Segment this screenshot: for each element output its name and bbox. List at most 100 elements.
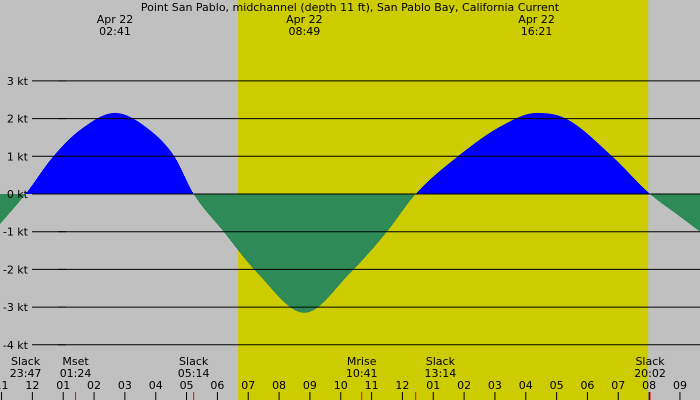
flood-slice bbox=[27, 191, 28, 194]
ebb-slice bbox=[405, 194, 406, 207]
flood-slice bbox=[556, 115, 557, 194]
flood-slice bbox=[620, 164, 621, 194]
ebb-slice bbox=[360, 194, 361, 263]
ebb-slice bbox=[298, 194, 299, 312]
ebb-slice bbox=[666, 194, 667, 207]
ebb-slice bbox=[655, 194, 656, 199]
flood-slice bbox=[443, 167, 444, 194]
ebb-slice bbox=[214, 194, 215, 222]
flood-slice bbox=[148, 129, 149, 194]
flood-slice bbox=[99, 117, 100, 194]
flood-slice bbox=[603, 148, 604, 194]
flood-slice bbox=[547, 113, 548, 194]
annotation-slack1-line1: 23:47 bbox=[10, 367, 42, 380]
flood-slice bbox=[155, 134, 156, 194]
flood-slice bbox=[531, 113, 532, 194]
flood-slice bbox=[495, 129, 496, 194]
ebb-slice bbox=[336, 194, 337, 289]
ebb-slice bbox=[252, 194, 253, 268]
flood-slice bbox=[427, 181, 428, 194]
flood-slice bbox=[172, 153, 173, 194]
ebb-slice bbox=[227, 194, 228, 237]
flood-slice bbox=[505, 123, 506, 194]
flood-slice bbox=[140, 123, 141, 194]
ebb-slice bbox=[321, 194, 322, 305]
ebb-slice bbox=[10, 194, 11, 213]
ebb-slice bbox=[216, 194, 217, 224]
flood-slice bbox=[107, 114, 108, 194]
ebb-slice bbox=[358, 194, 359, 265]
chart-title: Point San Pablo, midchannel (depth 11 ft… bbox=[141, 1, 560, 14]
flood-slice bbox=[467, 148, 468, 194]
ebb-slice bbox=[351, 194, 352, 272]
ebb-slice bbox=[20, 194, 21, 201]
flood-slice bbox=[122, 113, 123, 194]
annotation-slack2-line1: 05:14 bbox=[178, 367, 210, 380]
flood-slice bbox=[44, 167, 45, 194]
flood-slice bbox=[474, 143, 475, 194]
flood-slice bbox=[425, 183, 426, 194]
ebb-slice bbox=[278, 194, 279, 297]
ebb-slice bbox=[380, 194, 381, 240]
flood-slice bbox=[487, 134, 488, 194]
flood-slice bbox=[589, 135, 590, 194]
ebb-slice bbox=[339, 194, 340, 285]
ebb-slice bbox=[225, 194, 226, 235]
ebb-slice bbox=[675, 194, 676, 214]
ebb-slice bbox=[312, 194, 313, 311]
ebb-slice bbox=[226, 194, 227, 236]
x-tick-label: 01 bbox=[56, 379, 70, 392]
ebb-slice bbox=[209, 194, 210, 216]
ebb-slice bbox=[16, 194, 17, 206]
flood-slice bbox=[590, 136, 591, 194]
ebb-slice bbox=[659, 194, 660, 202]
flood-slice bbox=[616, 160, 617, 194]
flood-slice bbox=[540, 112, 541, 194]
flood-slice bbox=[574, 123, 575, 194]
ebb-slice bbox=[232, 194, 233, 244]
flood-slice bbox=[447, 164, 448, 194]
flood-slice bbox=[448, 163, 449, 194]
ebb-slice bbox=[656, 194, 657, 200]
x-tick-label: 02 bbox=[457, 379, 471, 392]
flood-slice bbox=[85, 126, 86, 194]
x-tick-label: 06 bbox=[210, 379, 224, 392]
flood-slice bbox=[154, 133, 155, 194]
flood-slice bbox=[624, 168, 625, 194]
ebb-slice bbox=[325, 194, 326, 301]
flood-slice bbox=[50, 159, 51, 194]
flood-slice bbox=[189, 186, 190, 194]
flood-slice bbox=[507, 122, 508, 194]
flood-slice bbox=[436, 173, 437, 194]
ebb-slice bbox=[362, 194, 363, 261]
flood-slice bbox=[59, 149, 60, 194]
x-tick-label: 04 bbox=[519, 379, 533, 392]
x-tick-label: 05 bbox=[180, 379, 194, 392]
flood-slice bbox=[600, 145, 601, 194]
ebb-slice bbox=[316, 194, 317, 309]
flood-slice bbox=[171, 152, 172, 194]
flood-slice bbox=[137, 121, 138, 194]
flood-slice bbox=[177, 161, 178, 194]
flood-slice bbox=[575, 124, 576, 194]
ebb-slice bbox=[251, 194, 252, 267]
x-tick-label: 07 bbox=[241, 379, 255, 392]
flood-slice bbox=[145, 126, 146, 194]
ebb-slice bbox=[674, 194, 675, 213]
flood-slice bbox=[149, 129, 150, 194]
ebb-slice bbox=[212, 194, 213, 219]
ebb-slice bbox=[22, 194, 23, 198]
flood-slice bbox=[92, 121, 93, 194]
flood-slice bbox=[60, 148, 61, 194]
flood-slice bbox=[503, 124, 504, 194]
ebb-slice bbox=[258, 194, 259, 275]
flood-slice bbox=[457, 156, 458, 194]
flood-slice bbox=[446, 165, 447, 194]
ebb-slice bbox=[275, 194, 276, 294]
flood-slice bbox=[509, 121, 510, 194]
ebb-slice bbox=[194, 194, 195, 196]
flood-slice bbox=[184, 176, 185, 194]
ebb-slice bbox=[364, 194, 365, 258]
flood-slice bbox=[508, 122, 509, 194]
ebb-slice bbox=[676, 194, 677, 215]
